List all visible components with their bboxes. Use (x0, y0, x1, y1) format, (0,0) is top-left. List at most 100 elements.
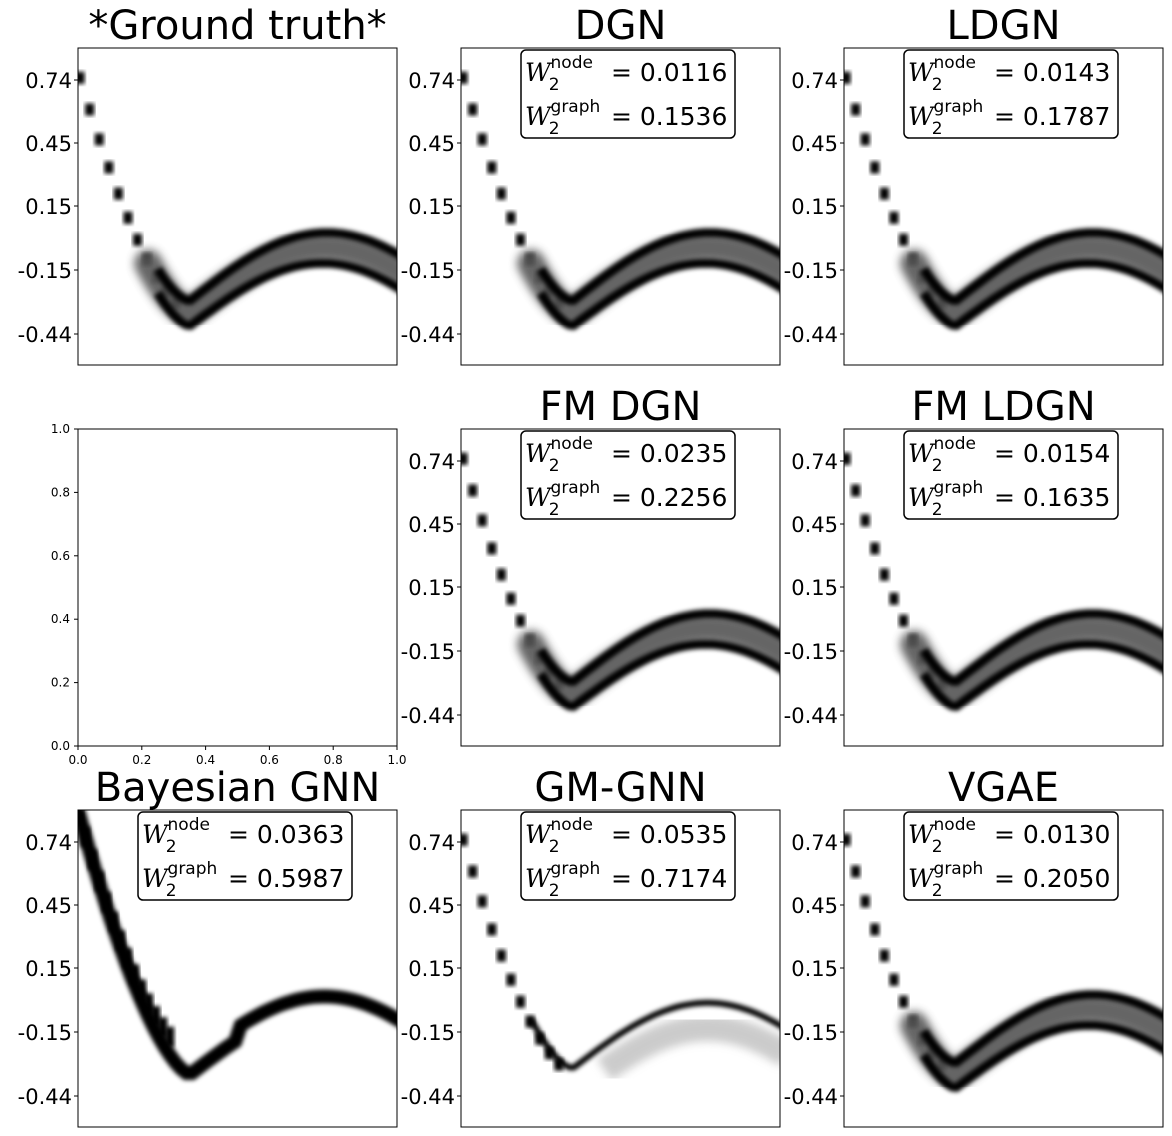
density-band-upper (920, 609, 1163, 686)
density-blob (844, 452, 851, 465)
density-haze (596, 1015, 780, 1081)
x-tick-label: 0.8 (324, 753, 343, 767)
density-blob (554, 1058, 564, 1071)
density-band-upper (537, 228, 780, 305)
density-blob (516, 614, 526, 627)
density-band (900, 614, 1163, 708)
metric-graph: W2graph = 0.1787 (908, 97, 1110, 139)
metric-node: W2node = 0.0535 (525, 815, 727, 857)
y-tick-label: -0.15 (401, 640, 455, 664)
metrics-box (520, 430, 736, 520)
density-blob (468, 484, 478, 497)
y-tick-label: 0.74 (25, 69, 72, 93)
density-blob (879, 949, 889, 962)
y-tick-label: 0.74 (408, 831, 455, 855)
subplot-title: GM-GNN (534, 765, 706, 811)
subplot-8: GM-GNN 0.74 0.45 0.15 -0.15 -0.44 W2node = 0.05… (401, 765, 781, 1128)
y-tick-label: -0.44 (784, 1085, 838, 1109)
metric-graph: W2graph = 0.7174 (525, 859, 727, 901)
metric-node: W2node = 0.0235 (525, 434, 727, 476)
x-tick-label: 0.2 (132, 753, 151, 767)
density-heatmap (844, 71, 1163, 331)
y-tick-label: -0.44 (401, 704, 455, 728)
density-blob (870, 923, 880, 936)
subplot-title: Bayesian GNN (95, 765, 381, 811)
metrics-box (137, 811, 353, 901)
y-tick-label: -0.15 (784, 259, 838, 283)
y-tick-label: 0.0 (51, 739, 70, 753)
density-blob (860, 895, 870, 908)
y-tick-label: 1.0 (51, 422, 70, 436)
density-heatmap (461, 71, 780, 331)
y-tick-label: 0.15 (791, 195, 838, 219)
subplot-6: FM LDGN 0.74 0.45 0.15 -0.15 -0.44 W2node = 0.0… (784, 384, 1164, 747)
subplot-3: LDGN 0.74 0.45 0.15 -0.15 -0.44 W2node = 0.0143… (784, 3, 1164, 366)
density-blob (844, 833, 851, 846)
density-blob (889, 592, 899, 605)
density-blob (477, 895, 487, 908)
subplot-2: DGN 0.74 0.45 0.15 -0.15 -0.44 W2node = 0.0116W… (401, 3, 781, 366)
y-tick-label: -0.15 (18, 259, 72, 283)
density-band-lower (153, 258, 397, 331)
subplot-4: 0.0 0.2 0.4 0.6 0.8 1.0 0.0 0.2 0.4 0.6 0.8 1.0 (51, 422, 407, 767)
subplot-1: *Ground truth* 0.74 0.45 0.15 -0.15 -0.44 (18, 3, 398, 366)
y-tick-label: 0.8 (51, 485, 70, 499)
density-blob (461, 71, 468, 84)
y-tick-label: 0.15 (408, 195, 455, 219)
density-blob (78, 71, 85, 84)
density-band-upper (920, 228, 1163, 305)
y-tick-label: 0.4 (51, 612, 70, 626)
density-blob (487, 542, 497, 555)
metric-node: W2node = 0.0116 (525, 53, 727, 95)
y-tick-label: -0.44 (784, 323, 838, 347)
density-blob (851, 484, 861, 497)
density-blob (516, 995, 526, 1008)
density-blob (468, 103, 478, 116)
density-heatmap (78, 810, 397, 1080)
x-tick-label: 0.6 (260, 753, 279, 767)
density-blob (860, 514, 870, 527)
density-blob (506, 973, 516, 986)
y-tick-label: 0.6 (51, 549, 70, 563)
density-blob (506, 592, 516, 605)
y-tick-label: -0.15 (784, 640, 838, 664)
metrics-box (903, 811, 1119, 901)
density-blob (879, 187, 889, 200)
y-tick-label: 0.15 (25, 195, 72, 219)
density-heatmap (844, 452, 1163, 712)
density-blob (94, 133, 104, 146)
density-blob (461, 833, 468, 846)
metric-node: W2node = 0.0363 (142, 815, 344, 857)
density-blob (113, 187, 123, 200)
density-blob (477, 133, 487, 146)
density-blob (487, 923, 497, 936)
subplot-title: DGN (575, 3, 667, 49)
density-blob (516, 233, 526, 246)
density-band (517, 233, 780, 327)
metrics-box (903, 49, 1119, 139)
density-blob (496, 949, 506, 962)
y-tick-label: 0.15 (791, 576, 838, 600)
density-band-lower (536, 258, 780, 331)
x-tick-label: 1.0 (387, 753, 406, 767)
density-blob (165, 1026, 175, 1047)
y-tick-label: 0.2 (51, 676, 70, 690)
density-blob (899, 233, 909, 246)
y-tick-label: 0.45 (408, 513, 455, 537)
y-tick-label: 0.45 (791, 894, 838, 918)
density-band-upper (920, 990, 1163, 1067)
y-tick-label: 0.74 (791, 69, 838, 93)
density-blob (461, 452, 468, 465)
density-band (134, 233, 397, 327)
density-blob (899, 995, 909, 1008)
density-band-lower (919, 639, 1163, 712)
y-tick-label: -0.44 (401, 323, 455, 347)
y-tick-label: 0.45 (408, 132, 455, 156)
metric-graph: W2graph = 0.1635 (908, 478, 1110, 520)
density-blob (496, 568, 506, 581)
y-tick-label: 0.74 (408, 69, 455, 93)
subplot-5: FM DGN 0.74 0.45 0.15 -0.15 -0.44 W2node = 0.02… (401, 384, 781, 747)
metric-graph: W2graph = 0.2256 (525, 478, 727, 520)
y-tick-label: 0.45 (25, 894, 72, 918)
subplot-title: LDGN (946, 3, 1060, 49)
